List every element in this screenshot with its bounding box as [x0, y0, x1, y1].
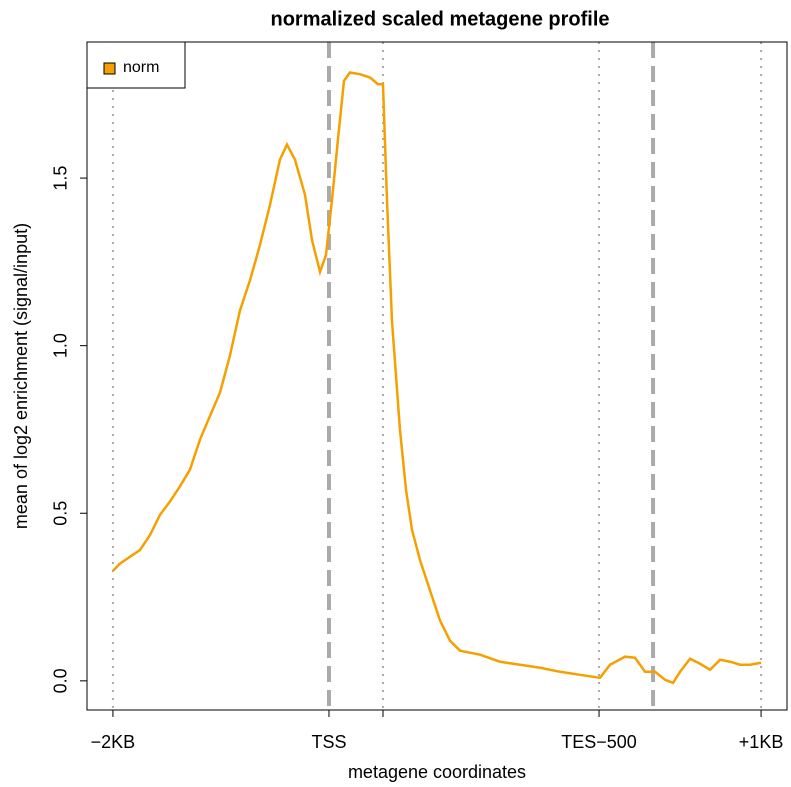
y-tick-label: 0.5	[51, 501, 71, 526]
x-tick-label: TES−500	[561, 732, 637, 752]
legend-swatch	[103, 62, 116, 75]
y-tick-label: 1.5	[51, 166, 71, 191]
y-axis-title: mean of log2 enrichment (signal/input)	[11, 223, 31, 529]
chart-title: normalized scaled metagene profile	[271, 8, 610, 30]
legend-label: norm	[123, 59, 159, 76]
plot-frame	[86, 41, 788, 711]
y-tick-label: 1.0	[51, 333, 71, 358]
x-axis-title: metagene coordinates	[348, 762, 526, 782]
y-tick-label: 0.0	[51, 668, 71, 693]
legend-box	[86, 41, 186, 89]
x-tick-label: −2KB	[91, 732, 136, 752]
x-tick-label: TSS	[311, 732, 346, 752]
series-line	[112, 71, 762, 685]
x-tick-label: +1KB	[739, 732, 784, 752]
